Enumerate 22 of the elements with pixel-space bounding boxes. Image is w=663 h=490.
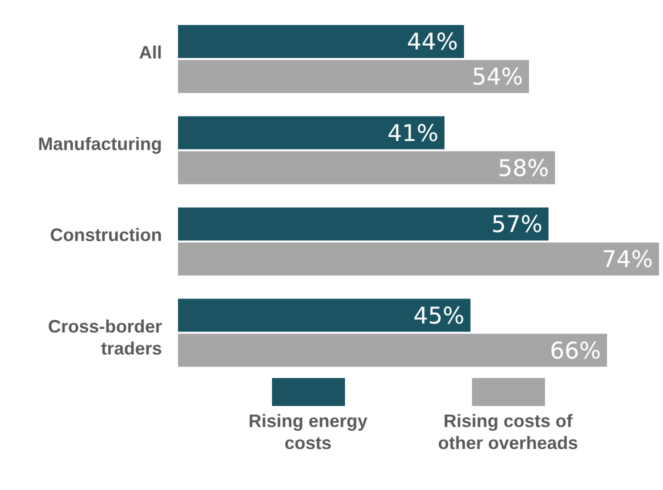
data-label: 41%	[387, 120, 438, 147]
data-label: 66%	[550, 338, 601, 364]
y-tick-label: Construction	[50, 225, 162, 246]
y-tick-label: Manufacturing	[38, 134, 162, 154]
y-tick-label: All	[138, 42, 162, 63]
bar	[178, 208, 548, 240]
bar	[178, 116, 444, 150]
bar	[178, 242, 659, 276]
legend-label: Rising costs of other overheads	[436, 410, 580, 454]
data-label: 44%	[406, 30, 458, 56]
bar	[178, 334, 607, 367]
bar	[178, 60, 529, 93]
data-label: 54%	[472, 64, 523, 91]
bar	[178, 151, 555, 184]
data-label: 57%	[491, 212, 542, 238]
bar	[178, 25, 464, 58]
legend-label: Rising energy costs	[247, 410, 369, 454]
data-label: 45%	[413, 303, 464, 330]
data-label: 58%	[498, 156, 549, 182]
data-label: 74%	[602, 247, 653, 274]
y-tick-label: Cross-border traders	[48, 316, 162, 358]
bar	[178, 298, 470, 332]
